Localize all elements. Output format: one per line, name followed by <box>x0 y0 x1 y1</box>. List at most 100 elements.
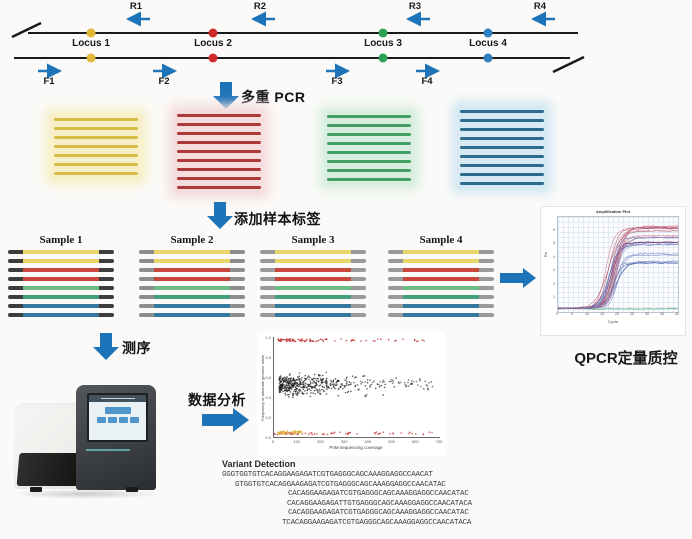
amplicon-body <box>403 250 479 254</box>
tagged-amplicon <box>8 259 114 263</box>
variant-detection-block: Variant Detection GGGTGGTGTCACAGGAAGAGAT… <box>222 459 507 529</box>
sample-tag-cap <box>388 250 403 254</box>
strand-break-right <box>552 55 585 74</box>
axis-tick-label: 0 <box>556 312 558 316</box>
sample-group-1: Sample 1 <box>8 234 114 322</box>
scatter-points <box>273 338 434 436</box>
tagged-amplicon <box>388 304 494 308</box>
sample-tag-cap <box>260 286 275 290</box>
sample-tag-cap <box>351 277 366 281</box>
sample-tag-cap <box>8 268 23 272</box>
amplicon-body <box>23 295 99 299</box>
screen-header <box>89 395 146 402</box>
axis-tick-label: 0.4 <box>265 394 271 400</box>
sequencer-touchscreen <box>87 393 148 442</box>
tagged-amplicon-lines <box>260 250 366 317</box>
sample-tag-cap <box>99 295 114 299</box>
amplicon-body <box>23 313 99 317</box>
tagged-amplicon-lines <box>139 250 245 317</box>
amplicon-body <box>403 268 479 272</box>
sample-tag-cap <box>99 250 114 254</box>
amplicon-line <box>327 142 411 145</box>
tagged-amplicon <box>260 295 366 299</box>
amplicon-stack-yellow <box>51 114 141 179</box>
tagged-amplicon <box>388 277 494 281</box>
tagged-amplicon <box>260 286 366 290</box>
sample-tag-cap <box>388 277 403 281</box>
locus-3-marker-icon <box>378 53 388 63</box>
sample-tag-cap <box>479 295 494 299</box>
tagged-amplicon <box>260 304 366 308</box>
sample-tag-cap <box>351 304 366 308</box>
sample-tag-cap <box>260 295 275 299</box>
amplicon-body <box>275 259 351 263</box>
sample-tag-cap <box>139 295 154 299</box>
locus-1-label: Locus 1 <box>72 38 110 49</box>
sample-tag-cap <box>99 313 114 317</box>
tagged-amplicon <box>139 304 245 308</box>
amplicon-body <box>275 295 351 299</box>
sample-tag-cap <box>230 250 245 254</box>
tagged-amplicon <box>388 259 494 263</box>
tower-accent-line <box>86 449 130 451</box>
locus-3-label: Locus 3 <box>364 38 402 49</box>
sample-tag-cap <box>99 268 114 272</box>
sample-tag-cap <box>230 268 245 272</box>
amplicon-body <box>403 286 479 290</box>
sample-tag-cap <box>8 250 23 254</box>
axis-tick-label: 700 <box>435 439 443 444</box>
sample-tag-cap <box>230 313 245 317</box>
sample-tag-cap <box>99 259 114 263</box>
amplicon-body <box>403 277 479 281</box>
down-arrow-icon <box>207 202 233 229</box>
sample-group-4: Sample 4 <box>388 234 494 322</box>
strand-break-left <box>11 21 42 39</box>
sample-tag-cap <box>351 250 366 254</box>
sample-tag-cap <box>8 313 23 317</box>
sample-tag-cap <box>388 304 403 308</box>
locus-2-marker-icon <box>208 53 218 63</box>
qpcr-qc-caption: QPCR定量质控 <box>574 350 678 367</box>
amplicon-body <box>23 259 99 263</box>
sample-tag-cap <box>388 286 403 290</box>
amplicon-stack-red <box>174 110 264 193</box>
axis-tick-label: 0.6 <box>265 374 271 380</box>
variant-allele-scatter-plot: Frequency of alternate genome allele PnM… <box>257 332 445 456</box>
add-sample-tags-step-label: 添加样本标签 <box>234 211 321 227</box>
sample-tag-cap <box>139 250 154 254</box>
qpcr-plot-title: Amplification Plot <box>596 209 630 214</box>
sample-group-2: Sample 2 <box>139 234 245 322</box>
amplicon-body <box>275 250 351 254</box>
sample-tag-cap <box>139 313 154 317</box>
amplicon-body <box>275 313 351 317</box>
amplicon-body <box>154 250 230 254</box>
tagged-amplicon <box>388 313 494 317</box>
sample-tag-cap <box>351 259 366 263</box>
amplicon-line <box>177 141 261 144</box>
qpcr-curves <box>557 225 679 310</box>
amplicon-line <box>54 136 138 139</box>
sample-tag-cap <box>8 259 23 263</box>
machine-foot <box>30 487 42 492</box>
sample-1-label: Sample 1 <box>39 234 83 246</box>
tagged-amplicon <box>8 268 114 272</box>
sample-tag-cap <box>260 313 275 317</box>
amplicon-line <box>327 160 411 163</box>
sample-tag-cap <box>230 304 245 308</box>
sample-tag-cap <box>230 259 245 263</box>
amplicon-line <box>460 173 544 176</box>
primer-f1-label: F1 <box>43 76 55 87</box>
data-analysis-step-label: 数据分析 <box>188 392 246 408</box>
primer-r1-label: R1 <box>129 1 143 12</box>
sample-tag-cap <box>230 286 245 290</box>
tagged-amplicon <box>8 286 114 290</box>
sample-tag-cap <box>99 286 114 290</box>
tagged-amplicon-lines <box>388 250 494 317</box>
axis-tick-label: 10 <box>585 312 589 316</box>
sample-3-label: Sample 3 <box>291 234 335 246</box>
scatter-x-axis-label: PnM sequencing coverage <box>329 445 383 450</box>
amplicon-stack-blue <box>457 106 547 189</box>
axis-tick-label: 15 <box>600 312 604 316</box>
down-arrow-icon <box>213 82 239 109</box>
